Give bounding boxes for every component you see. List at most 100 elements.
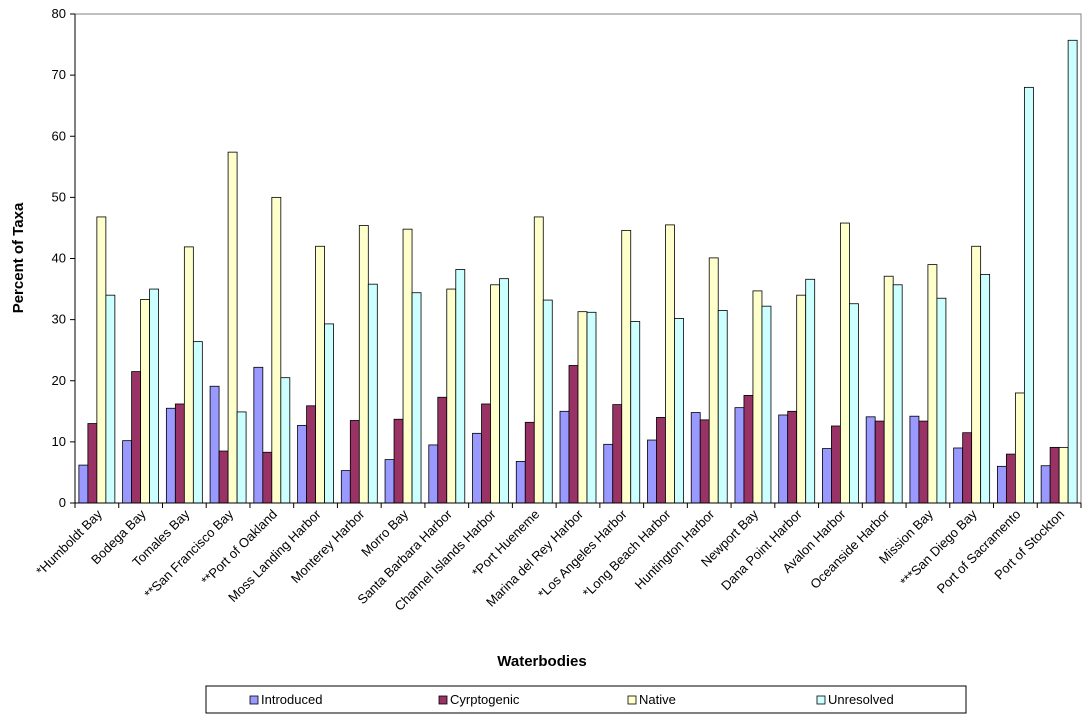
bar [953,447,964,504]
bar [603,443,614,504]
x-axis-title: Waterbodies [497,653,586,670]
legend-label: Unresolved [828,692,894,707]
bar [752,290,763,504]
bar [971,245,982,504]
y-tick-label: 80 [52,6,66,21]
bar [481,403,491,504]
series-native [96,151,1069,504]
bar [734,407,745,504]
bar [236,411,247,504]
bar [568,365,579,504]
bar [411,292,422,504]
y-tick-label: 40 [52,251,66,266]
bar [271,196,282,504]
x-category-label: Huntington Harbor [632,506,718,592]
x-category-label: Dana Point Harbor [718,506,805,593]
bar [690,412,701,504]
bar [822,448,832,504]
y-tick-label: 70 [52,67,66,82]
bar [1023,86,1034,504]
bar [402,228,413,504]
y-tick-label: 20 [52,373,66,388]
bar [533,216,544,504]
bar [918,420,929,504]
bar [515,461,526,504]
bar [796,294,807,504]
bar [446,288,457,504]
legend-box [205,685,967,714]
bar [472,432,482,504]
bar [149,288,160,504]
bar [761,305,772,504]
bar [192,341,203,504]
y-tick-label: 10 [52,434,66,449]
bar [437,396,448,504]
x-category-label: Monterey Harbor [288,506,368,586]
bar [297,424,307,504]
bar [909,415,920,504]
bar [717,310,728,504]
bar [315,245,325,504]
bar [542,299,553,504]
bar [393,418,404,504]
bar [1005,453,1016,504]
bar [1040,465,1051,504]
plot-area [74,13,1082,504]
bar [586,311,597,504]
bar [87,423,98,504]
legend-label: Native [639,692,676,707]
y-tick-label: 60 [52,128,66,143]
y-axis-title: Percent of Taxa [10,202,27,313]
bar [306,405,316,504]
bar [96,216,107,504]
bar [962,432,973,504]
bar [805,278,816,504]
bar [699,419,710,504]
bar [165,407,176,504]
legend-swatch [816,695,826,705]
bar [656,417,666,504]
bar [612,404,623,504]
bar [892,284,903,504]
bar [831,425,841,504]
bar [218,450,229,504]
bar [105,294,116,504]
bar [577,311,588,504]
bar [349,420,360,504]
bar [262,451,273,504]
bar [428,444,439,504]
bar [455,269,466,504]
bar [227,151,238,504]
bar [131,371,142,504]
bar [874,420,885,504]
bar [174,403,185,504]
bar [621,229,632,504]
legend-label: Introduced [261,692,322,707]
bar [980,273,991,504]
bar [524,421,535,504]
x-category-label: ***San Diego Bay [897,506,980,589]
y-tick-label: 0 [59,495,66,510]
bar [883,275,894,504]
x-category-label: **Port of Oakland [198,507,280,589]
bar [499,278,509,504]
legend: Introduced Cyrptogenic Native Unresolved [205,685,967,714]
bar [647,439,657,504]
x-category-label: Oceanside Harbor [807,506,893,592]
bar [787,410,798,504]
bar [358,225,369,504]
bar [340,470,351,504]
bar [140,299,151,504]
bar [324,323,334,504]
bar [743,395,754,504]
bar [122,440,133,504]
legend-label: Cyrptogenic [450,692,520,707]
bar [1058,446,1069,504]
bar [778,414,789,504]
bar [840,222,850,504]
y-tick-label: 50 [52,189,66,204]
bar [280,377,291,504]
x-category-label: Port of Sacramento [934,507,1024,597]
